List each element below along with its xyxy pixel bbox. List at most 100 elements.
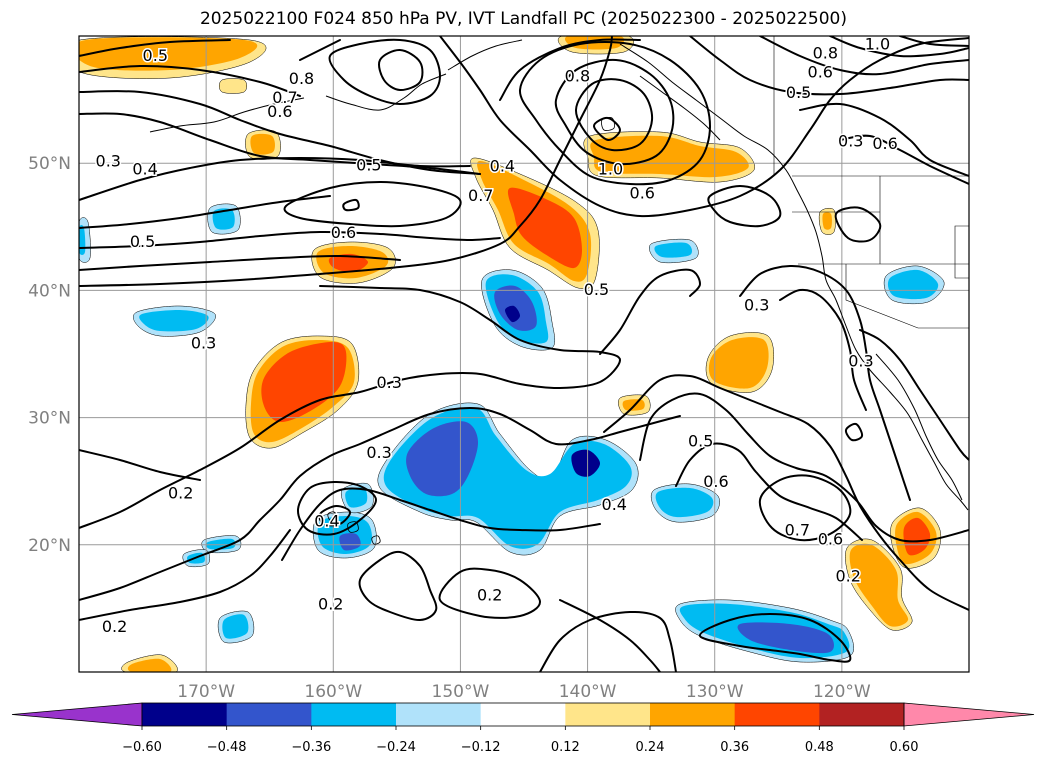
pv-contour-line [699,613,852,663]
pv-contour-line [779,288,867,411]
contour-label: 0.4 [490,157,515,176]
pc-region-outline [341,482,374,514]
latitude-label: 20°N [28,536,71,556]
pc-region-outline [481,269,556,351]
island-outline [371,535,381,545]
colorbar-tick-label: −0.48 [207,740,247,755]
map-frame [78,35,970,673]
pv-contour-line [759,36,969,76]
colorbar-tick-label: 0.12 [551,740,580,755]
contour-label: 0.5 [584,280,609,299]
pv-contour-line [799,102,969,177]
pc-region [245,129,281,160]
pv-contour-line [79,195,331,229]
pv-contour-line [283,181,462,228]
pc-region [245,335,360,449]
pc-region-level [328,253,369,273]
pv-contour-line [79,157,471,201]
island-outline [347,521,359,533]
contour-label: 0.6 [808,63,833,82]
pc-region-outline [650,483,720,523]
pv-contour-line [707,185,782,228]
contour-label: 0.3 [96,152,121,171]
pv-contour-line [79,529,291,621]
contour-label: 0.3 [191,334,216,353]
pv-contour-line [79,407,681,601]
pc-region-outline [883,265,945,305]
pv-contour-line [559,599,661,672]
contour-label: 0.7 [468,186,493,205]
contour-label: 0.5 [786,83,811,102]
pc-region-level [139,309,209,332]
pc-region [470,157,600,290]
axis-tick-labels: 170°W 160°W 150°W 140°W 130°W 120°W 50°N 40°N 30… [28,154,871,702]
pv-contour-line [539,610,677,672]
pv-contour-line [739,264,911,501]
pv-contour-line [859,329,969,461]
pv-contour-line [675,442,863,541]
contour-label: 0.6 [818,529,843,548]
pv-contour-line [358,550,438,622]
colorbar-segment [311,703,397,726]
contour-label: 0.3 [377,373,402,392]
pc-region-level [127,658,172,672]
pc-region [201,535,242,554]
pv-contour-line [296,480,377,536]
contour-label: 0.6 [872,134,897,153]
pc-region [650,483,720,523]
coastline-alaska-south [447,39,523,71]
pv-contour-line [554,58,675,166]
pc-region-level [708,337,769,389]
contour-label: 0.2 [477,585,502,604]
pc-region [132,305,216,337]
contour-label: 0.8 [813,44,838,63]
pv-contour-line [599,268,701,355]
contour-label: 0.8 [289,69,314,88]
pc-region-level [250,133,275,155]
longitude-label: 130°W [686,682,744,702]
pc-region-level [590,135,749,178]
contour-label: 0.4 [132,159,157,178]
pc-region-outline [377,402,639,556]
pv-contour-line [593,116,621,142]
contour-label: 0.3 [848,351,873,370]
pc-region [818,207,836,235]
pv-contour-line [79,285,621,529]
colorbar-segment [396,703,482,726]
colorbar-extend-max [903,702,1035,727]
contour-label: 0.8 [565,66,590,85]
colorbar-tick-label: 0.36 [720,740,749,755]
pc-region [79,217,91,263]
pv-contour-line [79,112,481,175]
pc-region-outline [132,305,216,337]
contour-label: 1.0 [865,35,890,54]
pc-region-outline [245,335,360,449]
pv-contour-line [834,206,882,243]
map-title: 2025022100 F024 850 hPa PV, IVT Landfall… [199,9,847,29]
pv-contour-line [79,449,201,481]
pv-contour-line [689,36,969,96]
latitude-label: 40°N [28,281,71,301]
coastline-alaska-peninsula [325,73,447,111]
pc-region-level [504,305,521,323]
pc-region-outline [618,394,651,416]
colorbar-tick-label: −0.36 [291,740,331,755]
pv-contour-line [829,36,969,58]
pc-region-outline [312,511,377,559]
latitude-label: 30°N [28,409,71,429]
pc-region [883,265,945,305]
state-border-california-nevada [845,264,919,329]
pc-region-level [219,78,247,94]
pv-contour-line [839,134,969,185]
pc-region-level [261,342,347,423]
longitude-label: 120°W [813,682,871,702]
colorbar-segment [226,703,312,726]
pc-region [648,238,699,264]
contour-label: 0.2 [318,594,343,613]
pc-region [675,599,855,663]
pv-contour-line [79,230,501,249]
contour-label: 0.6 [703,472,728,491]
pc-region-level [205,538,236,550]
contour-label: 0.6 [630,183,655,202]
